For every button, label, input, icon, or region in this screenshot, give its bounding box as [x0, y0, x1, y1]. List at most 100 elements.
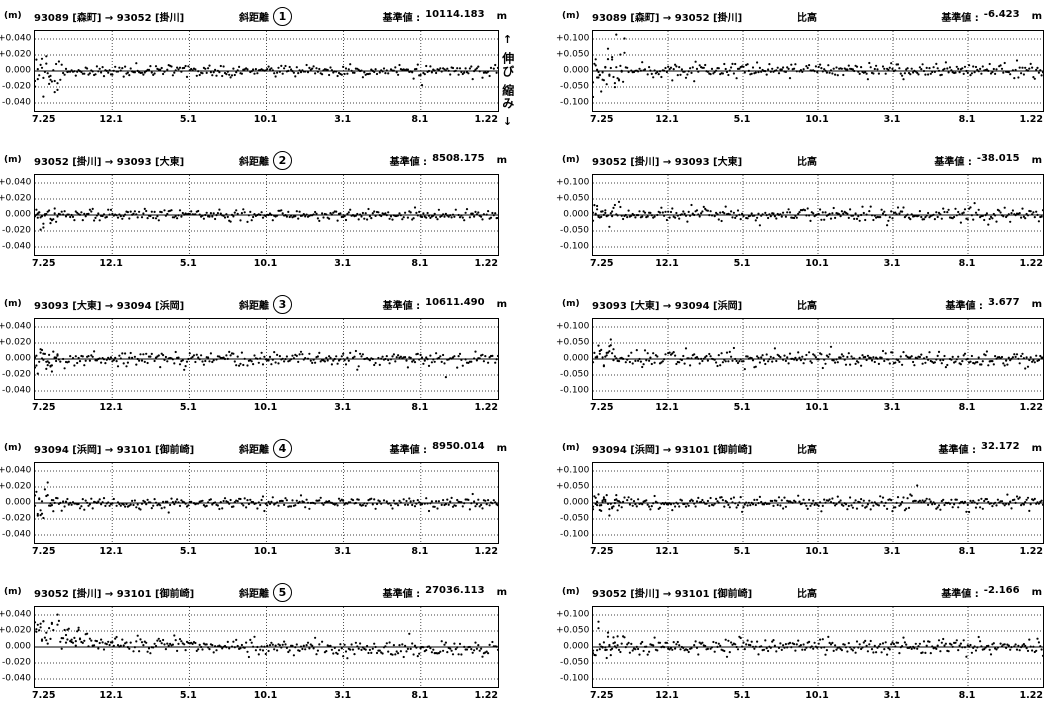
baseline-group: 基準値 : 27036.113 — [383, 585, 485, 600]
x-axis-ticks: 7.25 12.1 5.1 10.1 3.1 8.1 1.22 — [590, 688, 1043, 702]
plot-area: +0.100 +0.050 0.000 -0.050 -0.100 — [556, 174, 1044, 256]
y-tick-label: 0.000 — [5, 641, 31, 652]
baseline-value: 3.677 — [987, 296, 1020, 308]
x-tick-label: 12.1 — [99, 258, 123, 269]
x-tick-label: 8.1 — [958, 546, 976, 557]
x-tick-label: 8.1 — [411, 690, 429, 701]
x-tick-label: 10.1 — [253, 402, 278, 413]
scatter-plot — [35, 463, 498, 543]
baseline-value: 8508.175 — [432, 152, 485, 164]
x-tick-label: 8.1 — [958, 258, 976, 269]
x-tick-label: 3.1 — [883, 690, 901, 701]
x-tick-label: 7.25 — [32, 402, 56, 413]
y-tick-label: -0.020 — [1, 513, 31, 524]
y-tick-label: +0.050 — [556, 193, 590, 204]
baseline-label: 基準値 : — [382, 12, 421, 24]
x-tick-label: 8.1 — [958, 690, 976, 701]
x-tick-label: 12.1 — [99, 402, 123, 413]
y-tick-label: -0.050 — [559, 369, 589, 380]
x-tick-label: 1.22 — [474, 402, 498, 413]
baseline-group: 基準値 : 8950.014 — [390, 441, 485, 456]
x-tick-label: 12.1 — [655, 402, 679, 413]
x-tick-label: 12.1 — [655, 690, 679, 701]
y-tick-label: 0.000 — [563, 209, 589, 220]
x-tick-label: 7.25 — [32, 690, 56, 701]
y-tick-label: +0.020 — [0, 337, 32, 348]
x-axis-ticks: 7.25 12.1 5.1 10.1 3.1 8.1 1.22 — [590, 256, 1043, 270]
x-tick-label: 8.1 — [411, 546, 429, 557]
baseline-unit-label: m — [1031, 154, 1042, 166]
baseline-label: 基準値 : — [382, 588, 421, 600]
x-tick-label: 3.1 — [334, 402, 352, 413]
chart-header: (m) 93052 [掛川] → 93093 [大東] 斜距離 2 基準値 : … — [4, 150, 515, 170]
chart-cell: (m) 93052 [掛川] → 93101 [御前崎] 斜距離 5 基準値 :… — [0, 576, 515, 720]
axis-unit-label: (m) — [562, 443, 580, 453]
baseline-unit-label: m — [1031, 298, 1042, 310]
series-number-badge: 1 — [273, 6, 292, 26]
baseline-group: 基準値 : 10114.183 — [383, 9, 485, 24]
x-tick-label: 5.1 — [733, 258, 751, 269]
x-tick-label: 1.22 — [474, 114, 498, 125]
y-tick-label: -0.040 — [1, 97, 31, 108]
baseline-unit-label: m — [496, 586, 507, 598]
baseline-group: 基準値 : 10611.490 — [383, 297, 485, 312]
chart-header: (m) 93052 [掛川] → 93101 [御前崎] 斜距離 5 基準値 :… — [4, 582, 515, 602]
extend-up-arrow-icon: ↑ — [502, 33, 513, 46]
x-tick-label: 10.1 — [253, 114, 278, 125]
chart-cell: (m) 93094 [浜岡] → 93101 [御前崎] 斜距離 4 基準値 :… — [0, 432, 515, 576]
y-tick-label: +0.040 — [0, 321, 32, 332]
x-tick-label: 12.1 — [655, 546, 679, 557]
y-tick-label: +0.100 — [556, 609, 590, 620]
x-tick-label: 5.1 — [733, 402, 751, 413]
chart-header: (m) 93089 [森町] → 93052 [掛川] 比高 基準値 : -6.… — [562, 6, 1050, 26]
x-tick-label: 7.25 — [590, 546, 614, 557]
x-tick-label: 1.22 — [1019, 114, 1043, 125]
x-tick-label: 5.1 — [733, 546, 751, 557]
y-tick-label: -0.020 — [1, 81, 31, 92]
x-tick-label: 3.1 — [334, 690, 352, 701]
measure-type-label: 比高 — [797, 588, 817, 600]
plot-area: +0.040 +0.020 0.000 -0.020 -0.040 — [0, 174, 499, 256]
station-pair-label: 93052 [掛川] → 93093 [大東] — [34, 156, 185, 168]
x-tick-label: 5.1 — [179, 546, 197, 557]
plot-area: +0.100 +0.050 0.000 -0.050 -0.100 — [556, 462, 1044, 544]
x-tick-label: 12.1 — [99, 546, 123, 557]
y-tick-label: -0.100 — [559, 673, 589, 684]
baseline-group: 基準値 : -38.015 — [934, 153, 1019, 168]
y-tick-label: -0.050 — [559, 657, 589, 668]
y-tick-label: 0.000 — [5, 497, 31, 508]
x-tick-label: 7.25 — [32, 114, 56, 125]
x-tick-label: 3.1 — [334, 546, 352, 557]
y-tick-label: 0.000 — [5, 209, 31, 220]
axis-unit-label: (m) — [4, 155, 22, 165]
chart-cell: (m) 93093 [大東] → 93094 [浜岡] 比高 基準値 : 3.6… — [515, 288, 1050, 432]
x-tick-label: 1.22 — [474, 546, 498, 557]
y-tick-label: -0.100 — [559, 385, 589, 396]
x-tick-label: 3.1 — [334, 114, 352, 125]
plot-area: +0.040 +0.020 0.000 -0.020 -0.040 — [0, 30, 499, 112]
x-axis-ticks: 7.25 12.1 5.1 10.1 3.1 8.1 1.22 — [590, 544, 1043, 558]
x-tick-label: 1.22 — [1019, 402, 1043, 413]
x-tick-label: 12.1 — [99, 114, 123, 125]
y-tick-label: +0.100 — [556, 177, 590, 188]
y-tick-label: +0.050 — [556, 49, 590, 60]
baseline-label: 基準値 : — [941, 12, 979, 24]
measure-type-label: 斜距離 — [239, 300, 269, 312]
x-tick-label: 1.22 — [1019, 690, 1043, 701]
y-tick-label: -0.020 — [1, 369, 31, 380]
plot-area: +0.040 +0.020 0.000 -0.020 -0.040 — [0, 606, 499, 688]
x-tick-label: 7.25 — [590, 258, 614, 269]
chart-header: (m) 93093 [大東] → 93094 [浜岡] 比高 基準値 : 3.6… — [562, 294, 1050, 314]
station-pair-label: 93093 [大東] → 93094 [浜岡] — [34, 300, 185, 312]
axis-unit-label: (m) — [4, 299, 22, 309]
station-pair-label: 93052 [掛川] → 93101 [御前崎] — [592, 588, 753, 600]
extend-label: 伸び — [500, 51, 515, 78]
chart-header: (m) 93093 [大東] → 93094 [浜岡] 斜距離 3 基準値 : … — [4, 294, 515, 314]
x-axis-ticks: 7.25 12.1 5.1 10.1 3.1 8.1 1.22 — [32, 112, 498, 126]
baseline-group: 基準値 : -6.423 — [941, 9, 1019, 24]
x-axis-ticks: 7.25 12.1 5.1 10.1 3.1 8.1 1.22 — [590, 112, 1043, 126]
y-tick-label: -0.100 — [559, 97, 589, 108]
y-tick-label: -0.100 — [559, 241, 589, 252]
series-number-badge: 2 — [273, 150, 292, 170]
y-tick-label: +0.050 — [556, 337, 590, 348]
